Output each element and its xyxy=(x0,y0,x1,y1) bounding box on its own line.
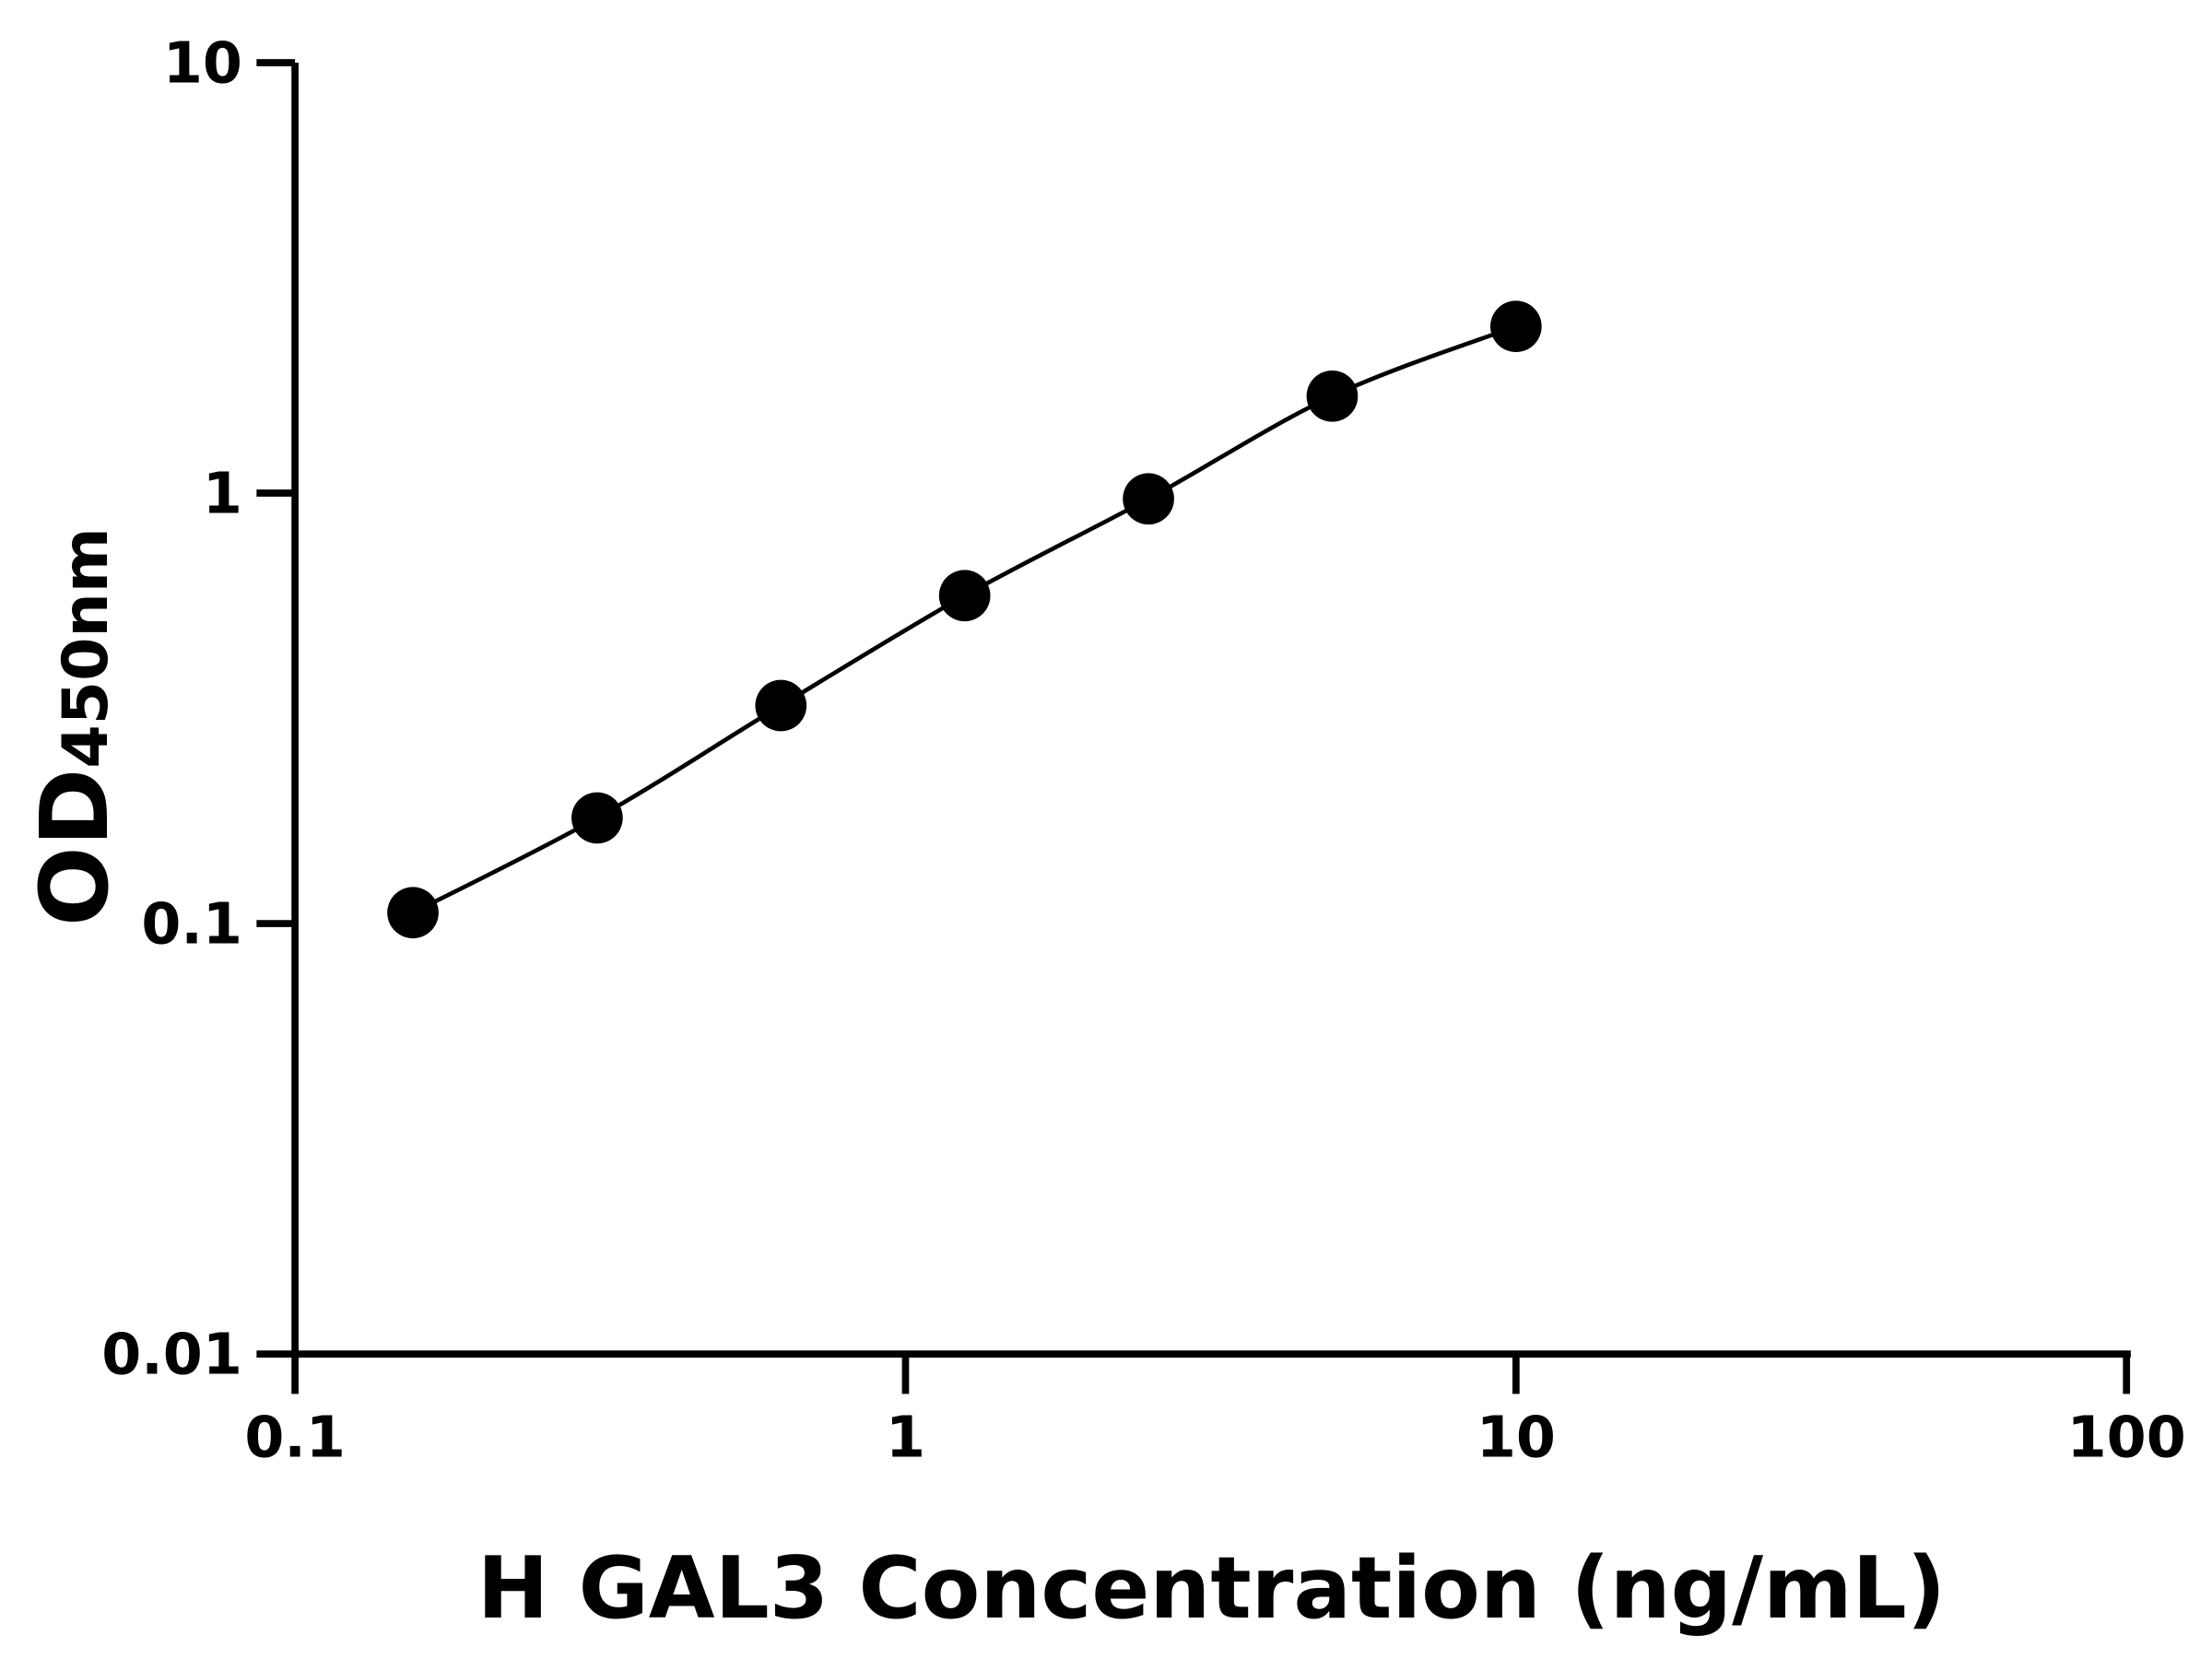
x-tick-label: 1 xyxy=(886,1404,925,1470)
y-axis-label: OD450nm xyxy=(20,527,130,926)
data-point xyxy=(1490,300,1542,352)
data-point xyxy=(387,887,439,939)
data-point xyxy=(1306,370,1359,422)
x-tick-label: 10 xyxy=(1477,1404,1556,1470)
axes xyxy=(291,63,2131,1358)
data-point xyxy=(571,792,623,844)
data-point xyxy=(755,679,807,732)
y-tick-label: 10 xyxy=(163,30,242,97)
x-tick-label: 0.1 xyxy=(244,1404,346,1470)
svg-text:OD450nm: OD450nm xyxy=(20,527,130,926)
y-tick-label: 0.01 xyxy=(101,1322,242,1388)
y-tick-label: 1 xyxy=(203,461,242,527)
y-axis-label-main: OD xyxy=(20,769,130,926)
x-axis-label: H GAL3 Concentration (ng/mL) xyxy=(477,1538,1946,1638)
y-tick-label: 0.1 xyxy=(141,891,242,958)
y-axis-label-subscript: 450nm xyxy=(50,527,123,768)
data-point xyxy=(938,570,991,622)
x-tick-label: 100 xyxy=(2067,1404,2186,1470)
data-point xyxy=(1123,473,1174,525)
